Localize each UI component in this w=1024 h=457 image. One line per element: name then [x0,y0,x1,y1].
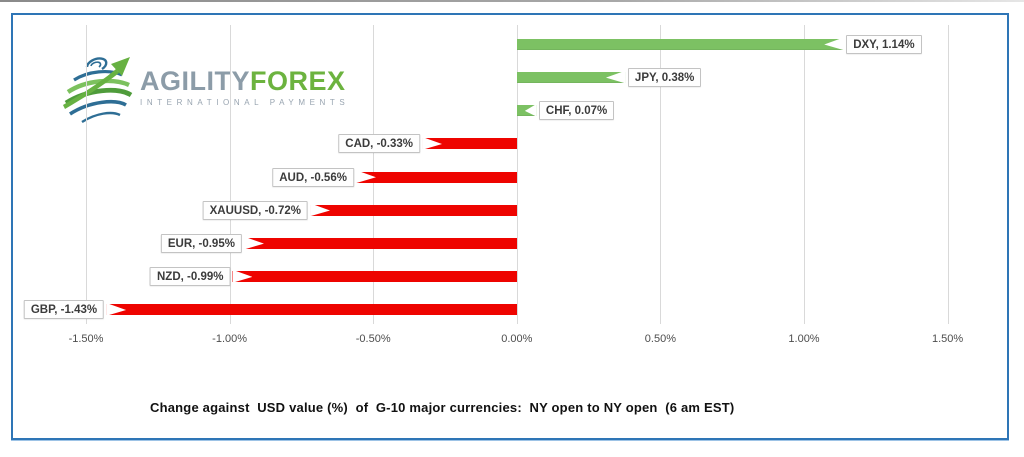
chart-frame-border [11,13,1009,440]
data-label-cad: CAD, -0.33% [338,134,421,154]
gridline [660,25,662,324]
bar-eur [243,238,517,249]
bar-gbp [106,304,517,316]
bar-xauusd [310,204,517,216]
data-label-dxy: DXY, 1.14% [846,34,922,54]
data-label-xauusd: XAUUSD, -0.72% [202,200,309,220]
x-tick-label: -1.50% [68,333,104,345]
gridline [947,25,949,324]
x-tick-label: -1.00% [212,333,248,345]
logo-tagline: INTERNATIONAL PAYMENTS [140,98,350,107]
bar-jpy [516,72,626,83]
gridline [804,25,805,324]
x-tick-label: -0.50% [355,333,391,345]
x-tick-label: 0.50% [644,333,676,345]
top-divider-line [0,0,1024,2]
bar-cad [422,138,517,150]
gridline [229,25,231,324]
x-tick-label: 1.00% [788,333,820,345]
logo-brand-secondary: FOREX [250,66,346,96]
data-label-jpy: JPY, 0.38% [627,68,702,87]
logo-brand-primary: AGILITY [140,66,250,96]
x-tick-label: 1.50% [931,333,964,345]
bar-aud [355,171,517,183]
bar-nzd [232,271,517,283]
data-label-nzd: NZD, -0.99% [150,267,231,287]
data-label-aud: AUD, -0.56% [272,167,354,187]
x-tick-label: 0.00% [501,333,533,345]
agilityforex-logo: AGILITYFOREX INTERNATIONAL PAYMENTS [62,52,349,126]
globe-arrow-icon [63,57,133,124]
gridline [86,25,87,324]
data-label-eur: EUR, -0.95% [160,234,242,253]
data-label-chf: CHF, 0.07% [538,101,615,121]
gridline [516,25,518,324]
bar-dxy [516,38,845,50]
logo-wordmark: AGILITYFOREX [140,68,349,95]
chart-caption: Change against USD value (%) of G-10 maj… [150,400,735,415]
logo-text: AGILITYFOREX INTERNATIONAL PAYMENTS [140,68,350,108]
data-label-gbp: GBP, -1.43% [23,300,105,320]
